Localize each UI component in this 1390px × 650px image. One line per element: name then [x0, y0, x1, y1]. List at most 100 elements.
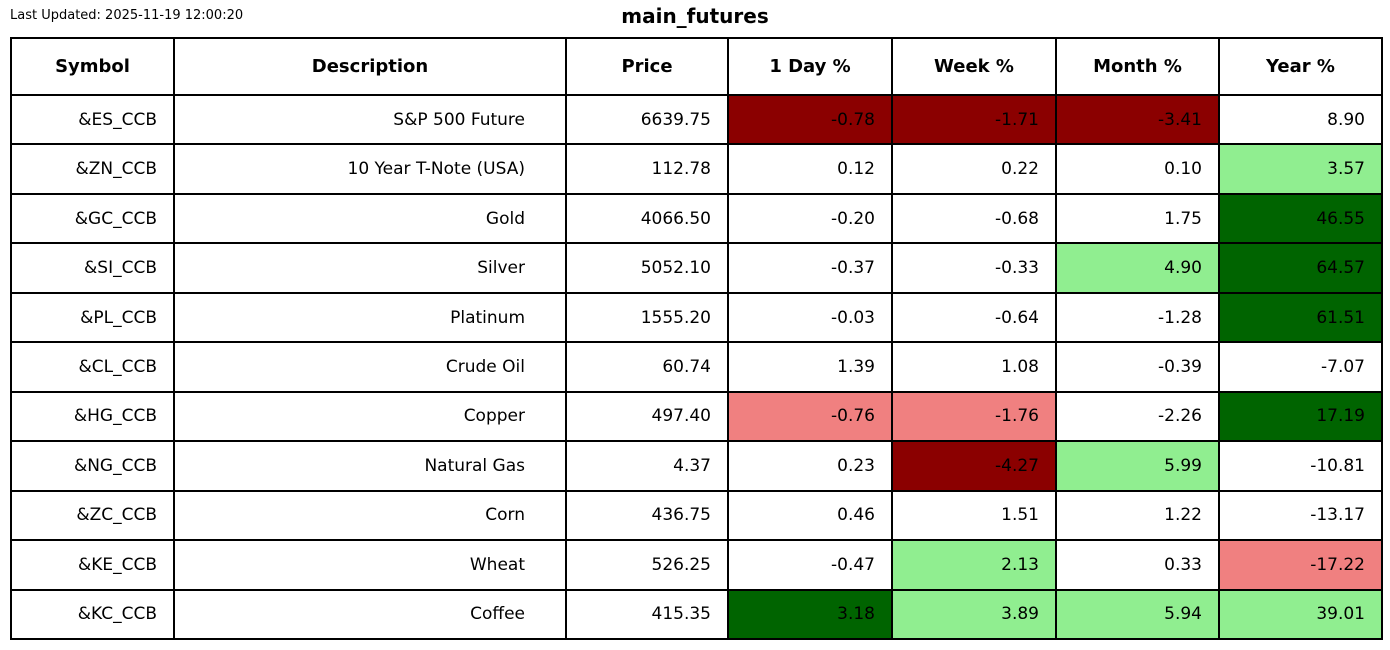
- futures-table: Symbol Description Price 1 Day % Week % Month…: [10, 37, 1383, 641]
- table-row: &CL_CCB Crude Oil 60.74 1.39 1.08 -0.39 -7.07: [10, 341, 1383, 393]
- symbol-cell: &PL_CCB: [10, 291, 175, 344]
- symbol-cell: &HG_CCB: [10, 390, 175, 443]
- day-1-pct-cell: 1.39: [727, 341, 893, 393]
- description-cell: Corn: [173, 489, 567, 542]
- column-header-price: Price: [565, 37, 729, 96]
- table-row: &ZN_CCB 10 Year T-Note (USA) 112.78 0.12 0.2…: [10, 143, 1383, 195]
- description-cell: Wheat: [173, 539, 567, 591]
- price-cell: 526.25: [565, 539, 729, 591]
- week-pct-cell: -0.68: [891, 192, 1057, 245]
- year-pct-cell: 39.01: [1218, 588, 1383, 641]
- table-row: &HG_CCB Copper 497.40 -0.76 -1.76 -2.26 17.19: [10, 390, 1383, 443]
- column-header-year: Year %: [1218, 37, 1383, 96]
- year-pct-cell: 64.57: [1218, 242, 1383, 294]
- symbol-cell: &ZC_CCB: [10, 489, 175, 542]
- day-1-pct-cell: -0.37: [727, 242, 893, 294]
- last-updated-label: Last Updated: 2025-11-19 12:00:20: [10, 8, 244, 23]
- year-pct-cell: 17.19: [1218, 390, 1383, 443]
- price-cell: 415.35: [565, 588, 729, 641]
- description-cell: Crude Oil: [173, 341, 567, 393]
- year-pct-cell: 46.55: [1218, 192, 1383, 245]
- description-cell: Platinum: [173, 291, 567, 344]
- week-pct-cell: -0.64: [891, 291, 1057, 344]
- price-cell: 4066.50: [565, 192, 729, 245]
- day-1-pct-cell: -0.78: [727, 93, 893, 146]
- table-row: &KE_CCB Wheat 526.25 -0.47 2.13 0.33 -17.22: [10, 539, 1383, 591]
- month-pct-cell: -3.41: [1055, 93, 1220, 146]
- day-1-pct-cell: 3.18: [727, 588, 893, 641]
- month-pct-cell: -2.26: [1055, 390, 1220, 443]
- symbol-cell: &KE_CCB: [10, 539, 175, 591]
- header-row: Symbol Description Price 1 Day % Week % Month…: [10, 37, 1383, 96]
- month-pct-cell: 1.22: [1055, 489, 1220, 542]
- table-row: &GC_CCB Gold 4066.50 -0.20 -0.68 1.75 46.55: [10, 192, 1383, 245]
- table-row: &ZC_CCB Corn 436.75 0.46 1.51 1.22 -13.17: [10, 489, 1383, 542]
- year-pct-cell: 3.57: [1218, 143, 1383, 195]
- year-pct-cell: -17.22: [1218, 539, 1383, 591]
- symbol-cell: &SI_CCB: [10, 242, 175, 294]
- symbol-cell: &NG_CCB: [10, 440, 175, 492]
- week-pct-cell: 3.89: [891, 588, 1057, 641]
- week-pct-cell: 1.08: [891, 341, 1057, 393]
- description-cell: Silver: [173, 242, 567, 294]
- year-pct-cell: 8.90: [1218, 93, 1383, 146]
- day-1-pct-cell: -0.47: [727, 539, 893, 591]
- week-pct-cell: -1.76: [891, 390, 1057, 443]
- price-cell: 60.74: [565, 341, 729, 393]
- symbol-cell: &ES_CCB: [10, 93, 175, 146]
- page-title: main_futures: [621, 4, 769, 28]
- column-header-symbol: Symbol: [10, 37, 175, 96]
- day-1-pct-cell: -0.76: [727, 390, 893, 443]
- year-pct-cell: -7.07: [1218, 341, 1383, 393]
- table-body: &ES_CCB S&P 500 Future 6639.75 -0.78 -1.71 -3…: [10, 93, 1383, 641]
- month-pct-cell: 5.94: [1055, 588, 1220, 641]
- symbol-cell: &KC_CCB: [10, 588, 175, 641]
- price-cell: 5052.10: [565, 242, 729, 294]
- table-row: &NG_CCB Natural Gas 4.37 0.23 -4.27 5.99 -10.8…: [10, 440, 1383, 492]
- symbol-cell: &GC_CCB: [10, 192, 175, 245]
- price-cell: 112.78: [565, 143, 729, 195]
- column-header-description: Description: [173, 37, 567, 96]
- month-pct-cell: -1.28: [1055, 291, 1220, 344]
- table-row: &ES_CCB S&P 500 Future 6639.75 -0.78 -1.71 -3…: [10, 93, 1383, 146]
- table-row: &KC_CCB Coffee 415.35 3.18 3.89 5.94 39.01: [10, 588, 1383, 641]
- month-pct-cell: 1.75: [1055, 192, 1220, 245]
- price-cell: 6639.75: [565, 93, 729, 146]
- description-cell: Natural Gas: [173, 440, 567, 492]
- column-header-week: Week %: [891, 37, 1057, 96]
- symbol-cell: &CL_CCB: [10, 341, 175, 393]
- column-header-month: Month %: [1055, 37, 1220, 96]
- year-pct-cell: -10.81: [1218, 440, 1383, 492]
- week-pct-cell: 0.22: [891, 143, 1057, 195]
- price-cell: 1555.20: [565, 291, 729, 344]
- week-pct-cell: -0.33: [891, 242, 1057, 294]
- description-cell: Gold: [173, 192, 567, 245]
- day-1-pct-cell: -0.03: [727, 291, 893, 344]
- description-cell: 10 Year T-Note (USA): [173, 143, 567, 195]
- price-cell: 497.40: [565, 390, 729, 443]
- week-pct-cell: -1.71: [891, 93, 1057, 146]
- day-1-pct-cell: 0.46: [727, 489, 893, 542]
- year-pct-cell: -13.17: [1218, 489, 1383, 542]
- day-1-pct-cell: 0.23: [727, 440, 893, 492]
- day-1-pct-cell: 0.12: [727, 143, 893, 195]
- price-cell: 436.75: [565, 489, 729, 542]
- month-pct-cell: -0.39: [1055, 341, 1220, 393]
- year-pct-cell: 61.51: [1218, 291, 1383, 344]
- month-pct-cell: 5.99: [1055, 440, 1220, 492]
- week-pct-cell: -4.27: [891, 440, 1057, 492]
- day-1-pct-cell: -0.20: [727, 192, 893, 245]
- symbol-cell: &ZN_CCB: [10, 143, 175, 195]
- table-row: &PL_CCB Platinum 1555.20 -0.03 -0.64 -1.28 61.…: [10, 291, 1383, 344]
- month-pct-cell: 4.90: [1055, 242, 1220, 294]
- week-pct-cell: 1.51: [891, 489, 1057, 542]
- week-pct-cell: 2.13: [891, 539, 1057, 591]
- description-cell: Copper: [173, 390, 567, 443]
- month-pct-cell: 0.33: [1055, 539, 1220, 591]
- column-header-1-day: 1 Day %: [727, 37, 893, 96]
- month-pct-cell: 0.10: [1055, 143, 1220, 195]
- description-cell: S&P 500 Future: [173, 93, 567, 146]
- description-cell: Coffee: [173, 588, 567, 641]
- price-cell: 4.37: [565, 440, 729, 492]
